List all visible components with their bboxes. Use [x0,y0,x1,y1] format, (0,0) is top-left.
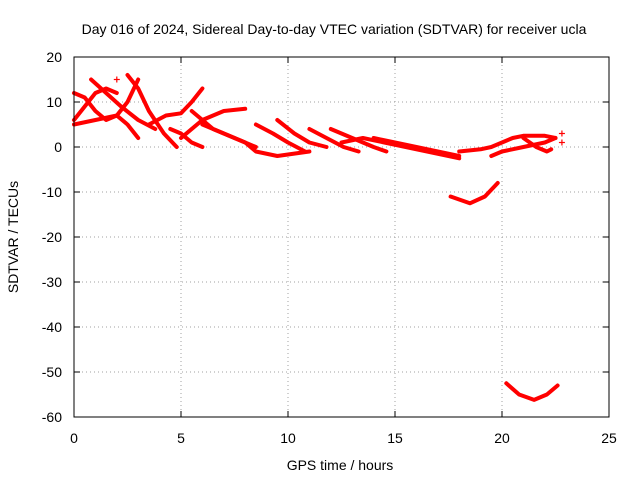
plus-marker [558,139,565,146]
series-arc-12 [275,118,329,149]
x-tick-label: 10 [280,430,296,446]
y-tick-label: 0 [54,139,62,155]
series-arc-14 [328,127,389,154]
y-tick-label: -30 [42,274,62,290]
plus-marker [558,130,565,137]
x-tick-label: 20 [494,430,510,446]
series-arc-5 [72,113,141,140]
series-arc-15 [339,136,462,161]
plus-marker [113,76,120,83]
series-arc-6 [146,86,205,127]
series-arc-3 [89,77,158,131]
series-arc-7 [168,127,205,149]
series-arc-1 [72,86,119,122]
series-arc-16 [371,136,462,158]
series-arc-21 [504,381,560,402]
y-tick-label: -20 [42,229,62,245]
chart-title: Day 016 of 2024, Sidereal Day-to-day VTE… [82,21,587,37]
y-tick-label: -50 [42,364,62,380]
series-arc-13 [307,127,361,154]
x-axis-label: GPS time / hours [287,457,394,473]
y-tick-label: -40 [42,319,62,335]
x-tick-label: 25 [601,430,617,446]
x-tick-label: 5 [177,430,185,446]
series-arc-10 [200,122,312,158]
series-arc-19 [521,136,554,154]
x-tick-label: 15 [387,430,403,446]
y-tick-label: -60 [42,409,62,425]
series-arc-4 [125,73,179,149]
y-tick-label: -10 [42,184,62,200]
y-tick-label: 10 [46,94,62,110]
data-traces [72,73,565,402]
axis-ticks [73,56,610,418]
y-axis-label: SDTVAR / TECUs [5,181,21,293]
series-arc-17 [457,133,558,154]
series-arc-18 [489,136,558,158]
x-tick-label: 0 [70,430,78,446]
series-arc-2 [72,77,141,122]
series-arc-8 [179,106,248,140]
series-arc-11 [253,122,308,154]
series-arc-20 [448,181,500,206]
y-tick-label: 20 [46,49,62,65]
grid [74,57,609,417]
x-tick-labels: 0 5 10 15 20 25 [70,430,617,446]
y-tick-labels: -60 -50 -40 -30 -20 -10 0 10 20 [42,49,62,425]
